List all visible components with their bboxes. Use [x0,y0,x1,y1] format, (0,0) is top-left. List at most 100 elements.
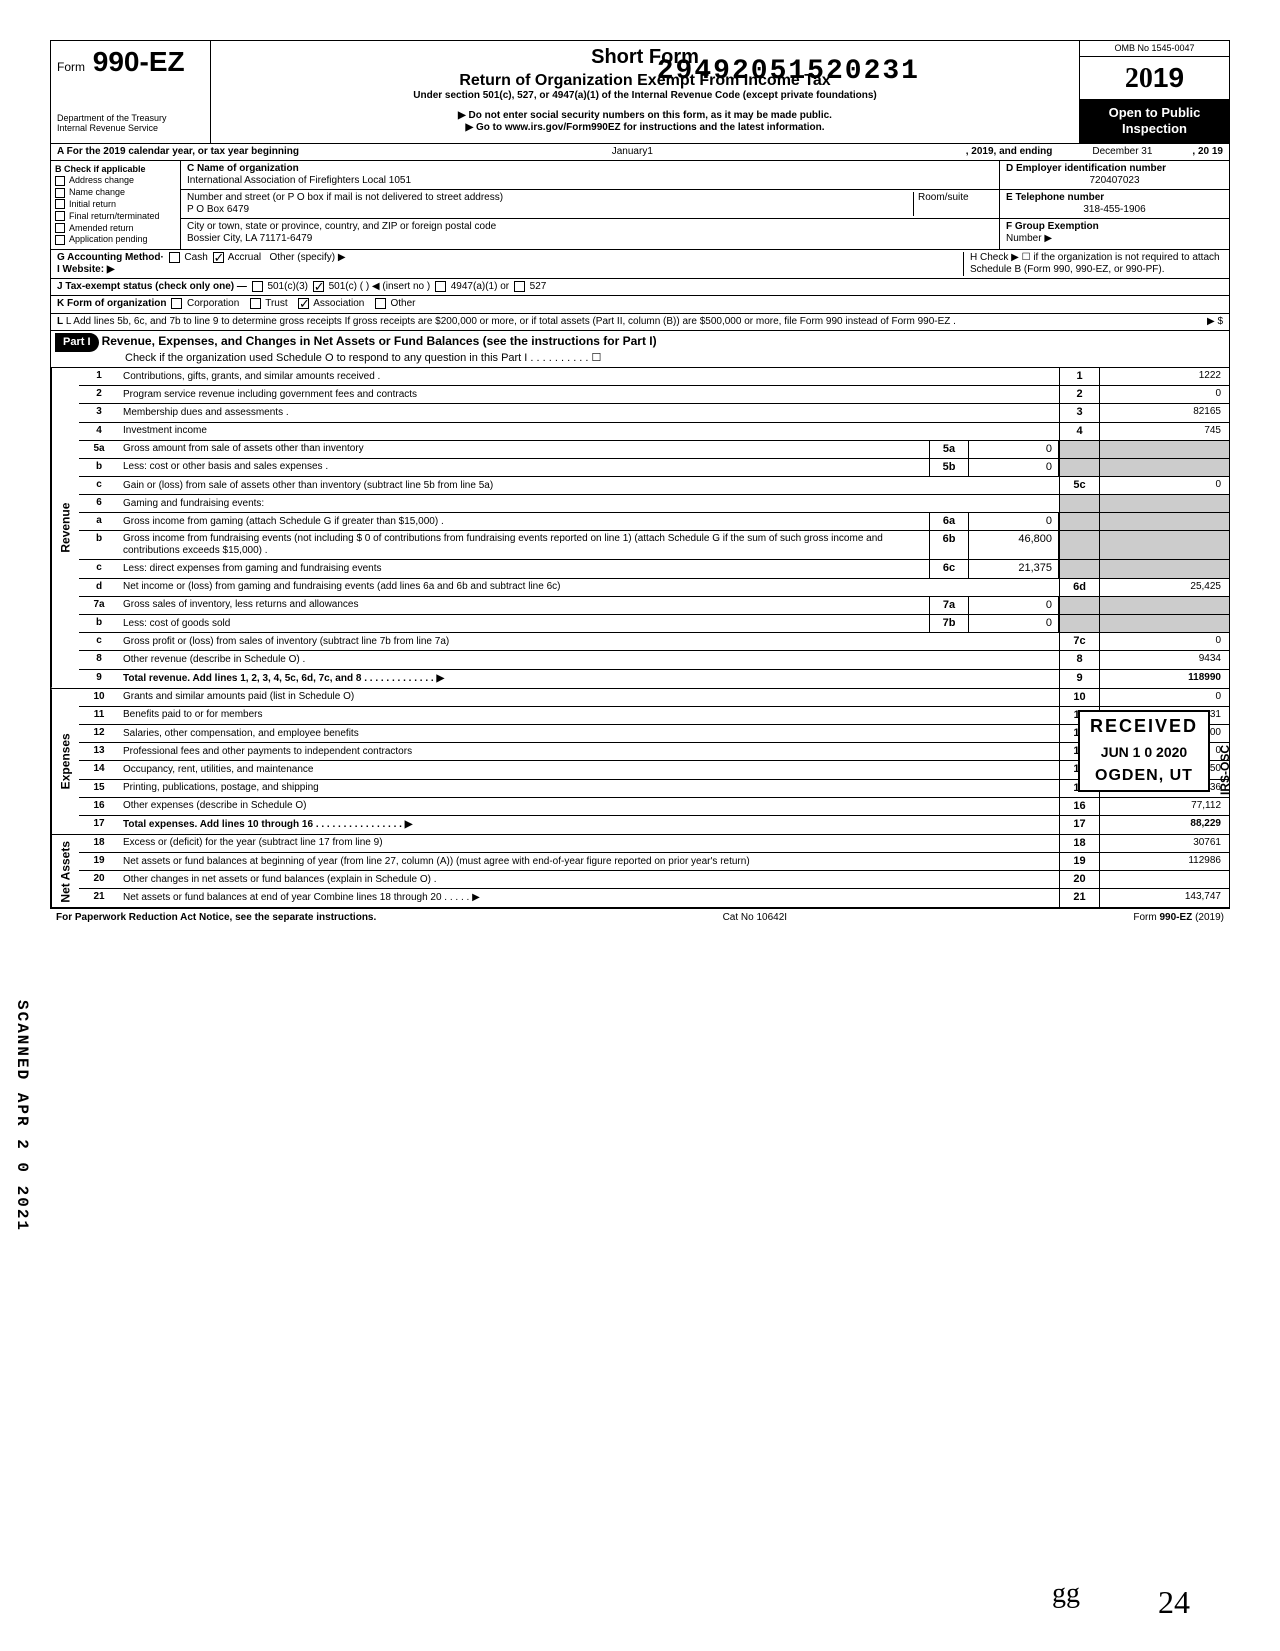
chk-assoc[interactable] [298,298,309,309]
right-num-6d: 6d [1059,579,1099,596]
open-public-1: Open to Public [1082,105,1227,121]
goto-url: ▶ Go to www.irs.gov/Form990EZ for instru… [221,122,1069,134]
chk-4947[interactable] [435,281,446,292]
val-2: 0 [1099,386,1229,403]
right-num-19: 19 [1059,853,1099,870]
chk-name-change[interactable] [55,188,65,198]
desc-15: Printing, publications, postage, and shi… [119,780,1059,797]
desc-10: Grants and similar amounts paid (list in… [119,689,1059,706]
right-num-7a [1059,597,1099,614]
row-g-i-h: G Accounting Method· Cash Accrual Other … [50,250,1230,279]
row-6a: a Gross income from gaming (attach Sched… [79,513,1229,531]
right-num-21: 21 [1059,889,1099,907]
row-17: 17 Total expenses. Add lines 10 through … [79,816,1229,834]
d-label: D Employer identification number [1006,163,1166,174]
dept-label: Department of the Treasury [57,113,204,124]
col-b-header: B Check if applicable [55,164,146,174]
lbl-address-change: Address change [69,175,134,186]
right-num-6b [1059,531,1099,559]
chk-other-org[interactable] [375,298,386,309]
line-k: K Form of organization [57,299,166,310]
num-18: 18 [79,835,119,852]
desc-3: Membership dues and assessments . [119,404,1059,421]
lbl-amended: Amended return [69,223,134,234]
form-subtitle: Under section 501(c), 527, or 4947(a)(1)… [221,90,1069,102]
row-6: 6 Gaming and fundraising events: [79,495,1229,513]
val-3: 82165 [1099,404,1229,421]
right-num-5c: 5c [1059,477,1099,494]
right-num-6c [1059,560,1099,577]
chk-address-change[interactable] [55,176,65,186]
org-addr: P O Box 6479 [187,204,249,215]
row-8: 8 Other revenue (describe in Schedule O)… [79,651,1229,669]
row-5b: b Less: cost or other basis and sales ex… [79,459,1229,477]
chk-final-return[interactable] [55,211,65,221]
num-1: 1 [79,368,119,385]
chk-501c[interactable] [313,281,324,292]
desc-5a: Gross amount from sale of assets other t… [119,441,929,458]
chk-cash[interactable] [169,252,180,263]
side-revenue: Revenue [51,368,79,688]
footer-left: For Paperwork Reduction Act Notice, see … [56,912,376,924]
row-20: 20 Other changes in net assets or fund b… [79,871,1229,889]
right-num-5a [1059,441,1099,458]
val-8: 9434 [1099,651,1229,668]
open-public-2: Inspection [1082,121,1227,137]
mid-val-6c: 21,375 [969,560,1059,577]
num-7a: 7a [79,597,119,614]
lbl-accrual: Accrual [228,252,261,263]
val-7a [1099,597,1229,614]
desc-6b: Gross income from fundraising events (no… [119,531,929,559]
num-19: 19 [79,853,119,870]
desc-1: Contributions, gifts, grants, and simila… [119,368,1059,385]
num-7b: b [79,615,119,632]
footer-right: Form 990-EZ (2019) [1133,912,1224,924]
right-num-7c: 7c [1059,633,1099,650]
org-city: Bossier City, LA 71171-6479 [187,233,312,244]
right-num-6a [1059,513,1099,530]
chk-corp[interactable] [171,298,182,309]
right-num-9: 9 [1059,670,1099,688]
num-2: 2 [79,386,119,403]
row-15: 15 Printing, publications, postage, and … [79,780,1229,798]
irs-label: Internal Revenue Service [57,123,204,134]
desc-7a: Gross sales of inventory, less returns a… [119,597,929,614]
chk-pending[interactable] [55,235,65,245]
chk-527[interactable] [514,281,525,292]
row-5c: c Gain or (loss) from sale of assets oth… [79,477,1229,495]
c-label: C Name of organization [187,163,299,174]
num-3: 3 [79,404,119,421]
received-loc: OGDEN, UT [1090,766,1198,785]
chk-initial-return[interactable] [55,199,65,209]
row-1: 1 Contributions, gifts, grants, and simi… [79,368,1229,386]
lbl-other-org: Other [391,299,416,310]
lbl-pending: Application pending [69,234,148,245]
right-num-10: 10 [1059,689,1099,706]
right-num-7b [1059,615,1099,632]
room-label: Room/suite [913,192,993,216]
addr-label: Number and street (or P O box if mail is… [187,192,503,203]
chk-501c3[interactable] [252,281,263,292]
row-6b: b Gross income from fundraising events (… [79,531,1229,560]
lbl-assoc: Association [313,299,364,310]
lbl-501c3: 501(c)(3) [267,281,308,292]
lbl-insert: ) ◀ (insert no ) [366,281,430,292]
chk-amended[interactable] [55,223,65,233]
chk-trust[interactable] [250,298,261,309]
footer: For Paperwork Reduction Act Notice, see … [50,908,1230,927]
desc-7b: Less: cost of goods sold [119,615,929,632]
num-14: 14 [79,761,119,778]
val-10: 0 [1099,689,1229,706]
mid-num-6c: 6c [929,560,969,577]
right-num-17: 17 [1059,816,1099,834]
chk-accrual[interactable] [213,252,224,263]
desc-17: Total expenses. Add lines 10 through 16 … [119,816,1059,834]
line-l: L Add lines 5b, 6c, and 7b to line 9 to … [66,316,956,327]
f-sub: Number ▶ [1006,233,1052,244]
desc-6: Gaming and fundraising events: [119,495,1059,512]
desc-20: Other changes in net assets or fund bala… [119,871,1059,888]
desc-6d: Net income or (loss) from gaming and fun… [119,579,1059,596]
part1-title: Revenue, Expenses, and Changes in Net As… [102,334,657,348]
phone: 318-455-1906 [1006,204,1223,216]
val-5a [1099,441,1229,458]
